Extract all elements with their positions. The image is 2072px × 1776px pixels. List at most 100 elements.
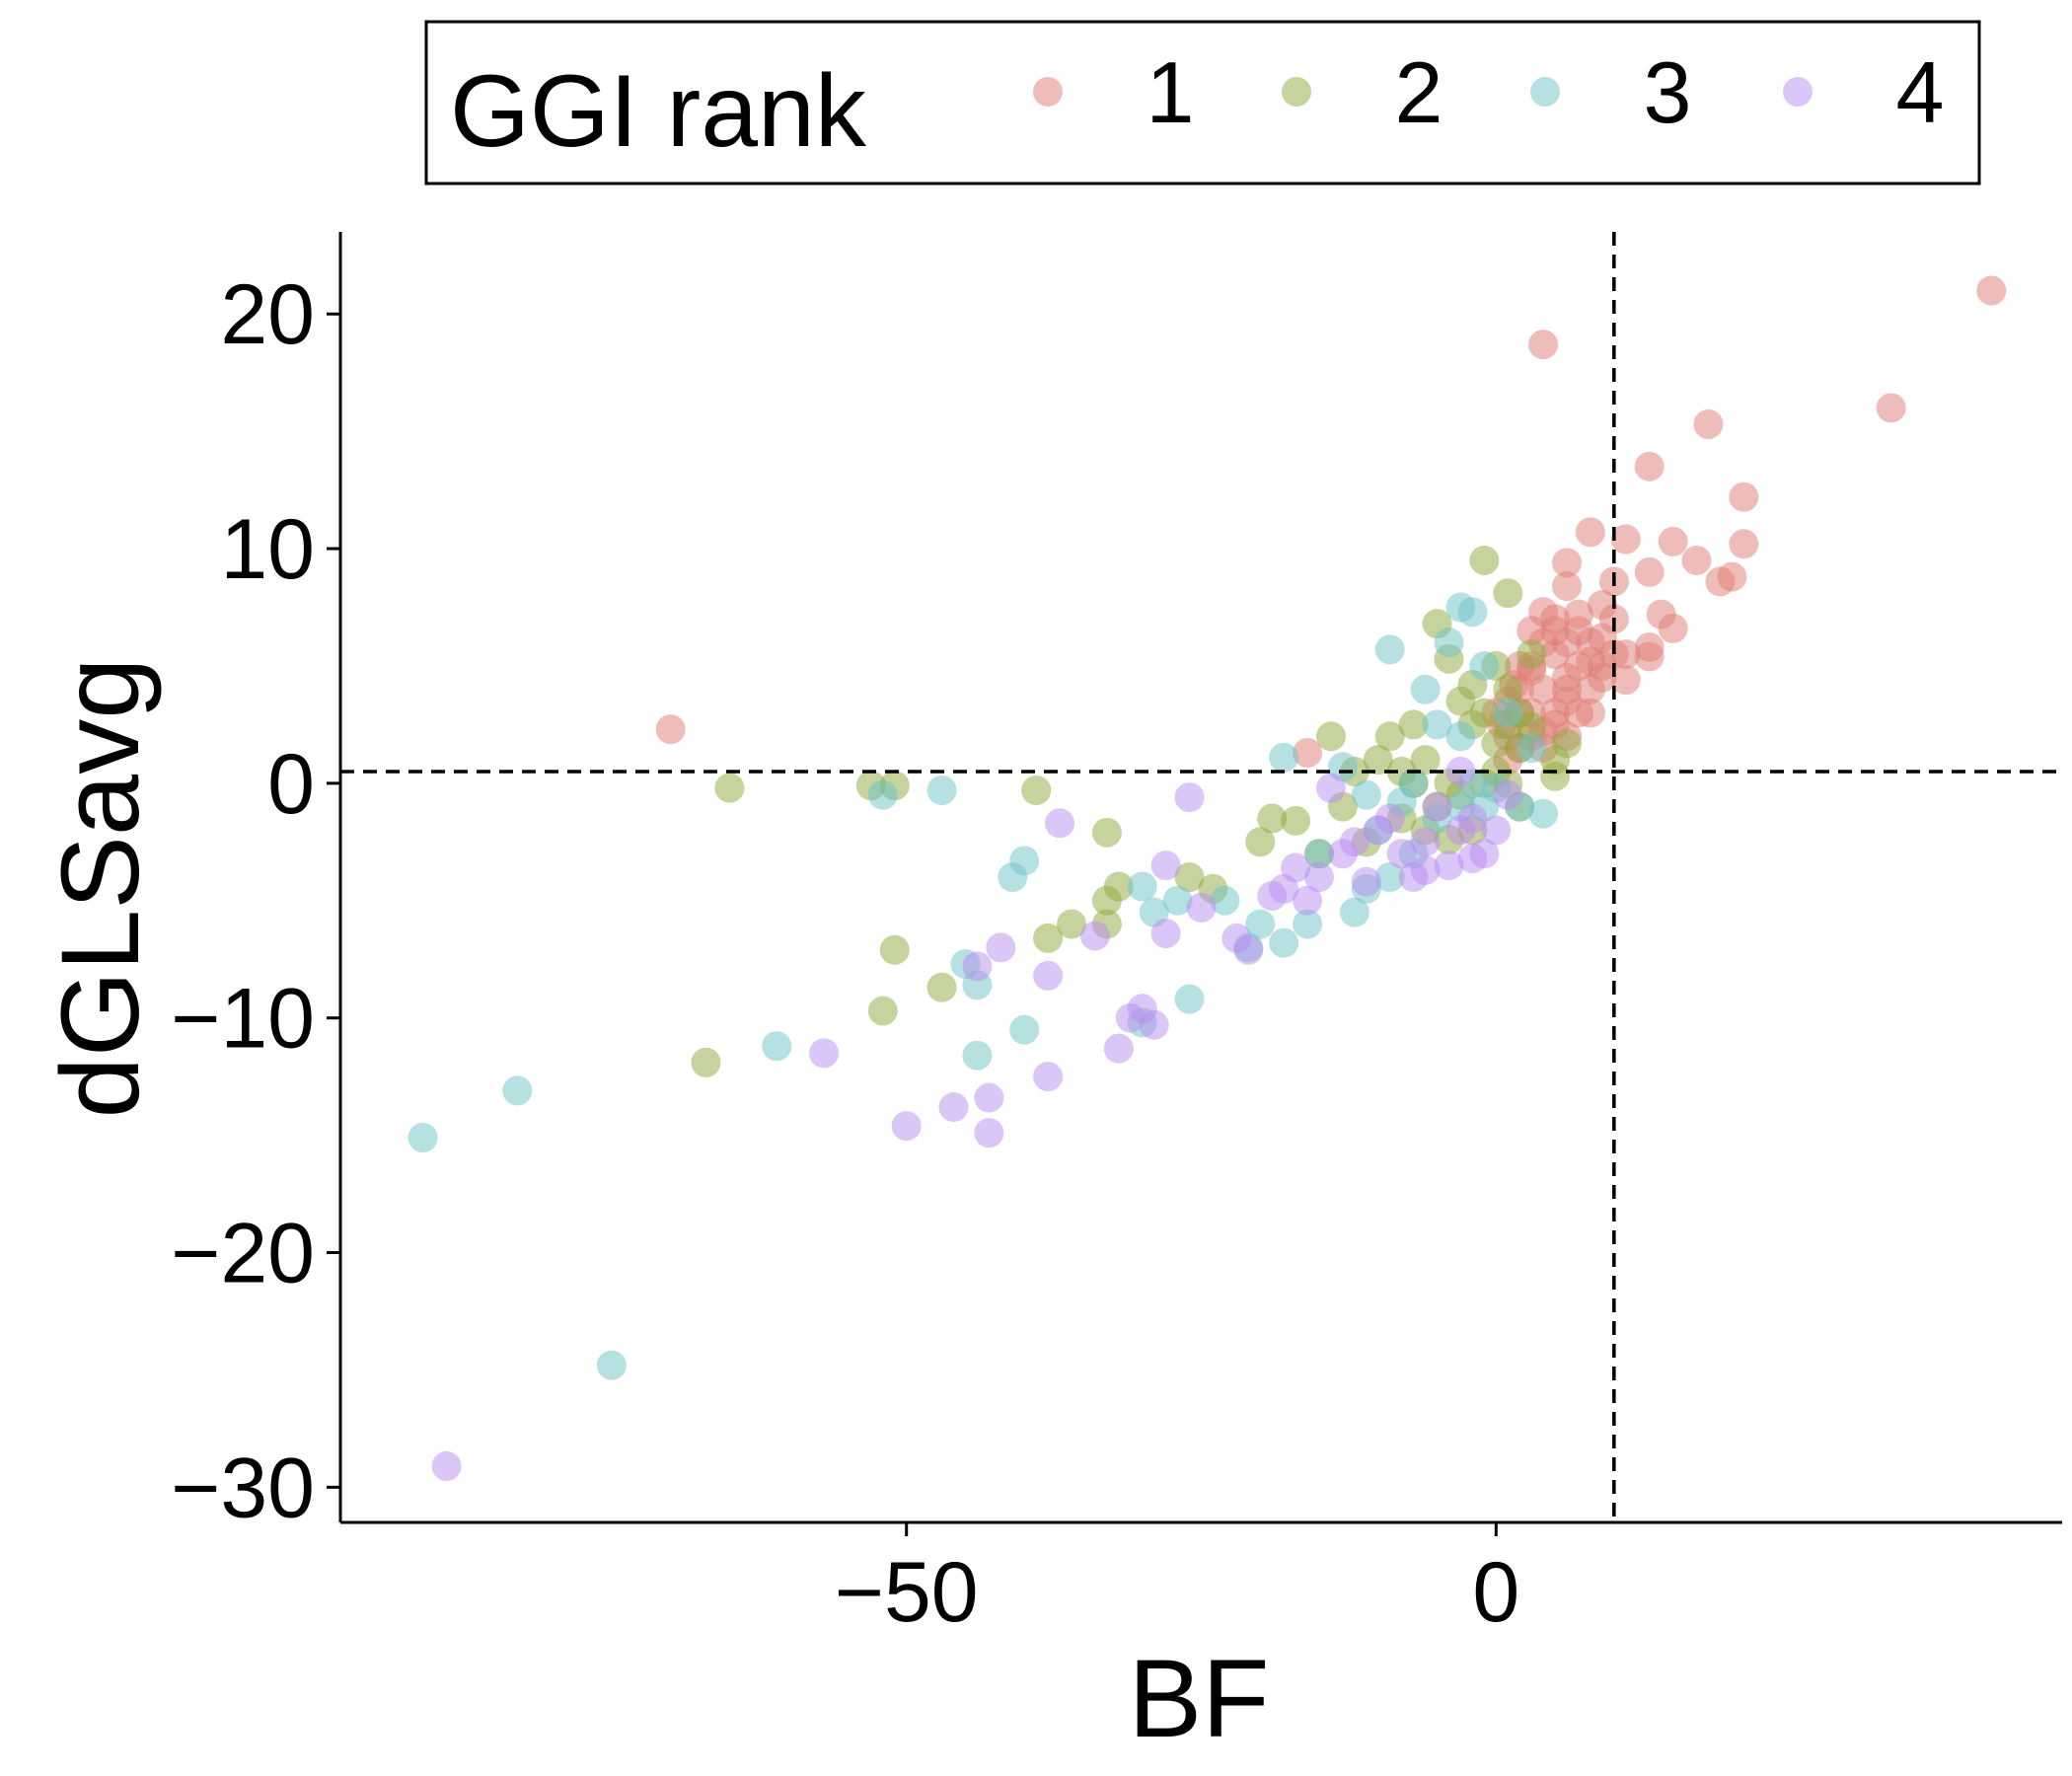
data-point	[1374, 862, 1405, 892]
data-point	[1422, 709, 1452, 740]
y-tick-label: −20	[171, 1207, 315, 1301]
data-point	[1410, 674, 1441, 704]
data-point	[762, 1031, 792, 1062]
x-tick-label: −50	[835, 1545, 979, 1640]
data-point	[1445, 686, 1476, 716]
data-point	[974, 1082, 1004, 1113]
data-point	[691, 1047, 721, 1077]
data-point	[1339, 897, 1369, 927]
legend-key	[1033, 77, 1063, 107]
data-point	[1410, 854, 1441, 885]
data-point	[1493, 674, 1523, 704]
data-point	[1021, 776, 1052, 806]
data-point	[1552, 662, 1583, 693]
data-point	[1293, 737, 1323, 768]
data-point	[926, 972, 957, 1002]
legend-title: GGI rank	[450, 54, 867, 169]
data-point	[867, 779, 898, 810]
data-point	[1552, 548, 1583, 578]
data-point	[1634, 451, 1665, 481]
data-point	[1976, 275, 2007, 306]
data-point	[1339, 827, 1369, 857]
data-point	[407, 1122, 438, 1152]
legend: GGI rank 1 2 3 4	[424, 20, 1981, 185]
data-point	[1575, 517, 1605, 548]
data-point	[1681, 545, 1712, 575]
data-point	[1481, 728, 1512, 759]
legend-key	[1282, 77, 1311, 107]
data-point	[1269, 927, 1299, 958]
data-point	[1033, 1062, 1064, 1092]
data-point	[1469, 698, 1500, 728]
legend-label: 2	[1395, 43, 1443, 141]
data-point	[1729, 529, 1759, 559]
data-point	[1174, 862, 1205, 892]
data-point	[1103, 1033, 1134, 1064]
data-point	[1517, 639, 1547, 670]
y-tick-label: −30	[171, 1441, 315, 1535]
data-point	[1434, 851, 1464, 881]
x-axis-title: BF	[1128, 1637, 1269, 1760]
y-tick-label: 10	[220, 502, 315, 597]
data-point	[938, 1092, 969, 1123]
data-point	[1410, 745, 1441, 776]
data-point	[1257, 803, 1288, 834]
data-point	[1610, 524, 1641, 555]
data-point	[1445, 592, 1476, 623]
data-point	[596, 1350, 627, 1380]
data-point	[1174, 984, 1205, 1014]
data-point	[1009, 846, 1040, 876]
data-point	[1315, 721, 1346, 752]
data-point	[1363, 745, 1393, 776]
data-point	[1398, 709, 1429, 740]
data-point	[1729, 481, 1759, 512]
data-point	[879, 934, 910, 965]
series-4	[431, 756, 1523, 1481]
legend-box	[424, 20, 1981, 185]
data-point	[1079, 921, 1110, 951]
data-point	[1434, 628, 1464, 658]
data-point	[1245, 827, 1276, 857]
data-point	[1445, 721, 1476, 752]
data-point	[1693, 409, 1724, 440]
data-point	[962, 1040, 993, 1071]
data-point	[1127, 871, 1157, 902]
y-tick-label: 0	[267, 737, 315, 832]
data-point	[1658, 613, 1688, 643]
data-point	[1422, 791, 1452, 822]
data-point	[502, 1075, 533, 1106]
data-point	[1634, 556, 1665, 587]
data-point	[1410, 827, 1441, 857]
data-point	[1374, 803, 1405, 834]
data-point	[1186, 892, 1217, 923]
data-point	[1162, 885, 1193, 916]
data-point	[1876, 393, 1906, 423]
data-point	[809, 1038, 840, 1069]
data-point	[1210, 885, 1240, 916]
legend-items: 1 2 3 4	[1033, 43, 1944, 141]
data-point	[1528, 798, 1559, 829]
legend-item-3: 3	[1530, 43, 1691, 141]
y-tick-label: 20	[220, 267, 315, 362]
data-point	[1658, 526, 1688, 556]
data-point	[926, 776, 957, 806]
data-point	[1033, 923, 1064, 953]
data-points	[407, 275, 2007, 1481]
data-point	[1705, 566, 1736, 597]
data-point	[1351, 866, 1381, 897]
data-point	[1233, 934, 1264, 965]
y-axis-ticks: 20 10 0 −10 −20 −30	[171, 267, 340, 1535]
data-point	[986, 932, 1016, 963]
data-point	[1540, 616, 1571, 646]
data-point	[1481, 815, 1512, 846]
data-point	[1552, 728, 1583, 759]
data-point	[655, 714, 686, 745]
x-axis-ticks: −50 0	[835, 1522, 1519, 1640]
legend-label: 3	[1644, 43, 1692, 141]
data-point	[891, 1111, 922, 1142]
data-point	[1257, 881, 1288, 912]
data-point	[1045, 808, 1075, 839]
data-point	[1293, 885, 1323, 916]
reference-lines	[340, 232, 2062, 1522]
data-point	[1281, 852, 1311, 883]
